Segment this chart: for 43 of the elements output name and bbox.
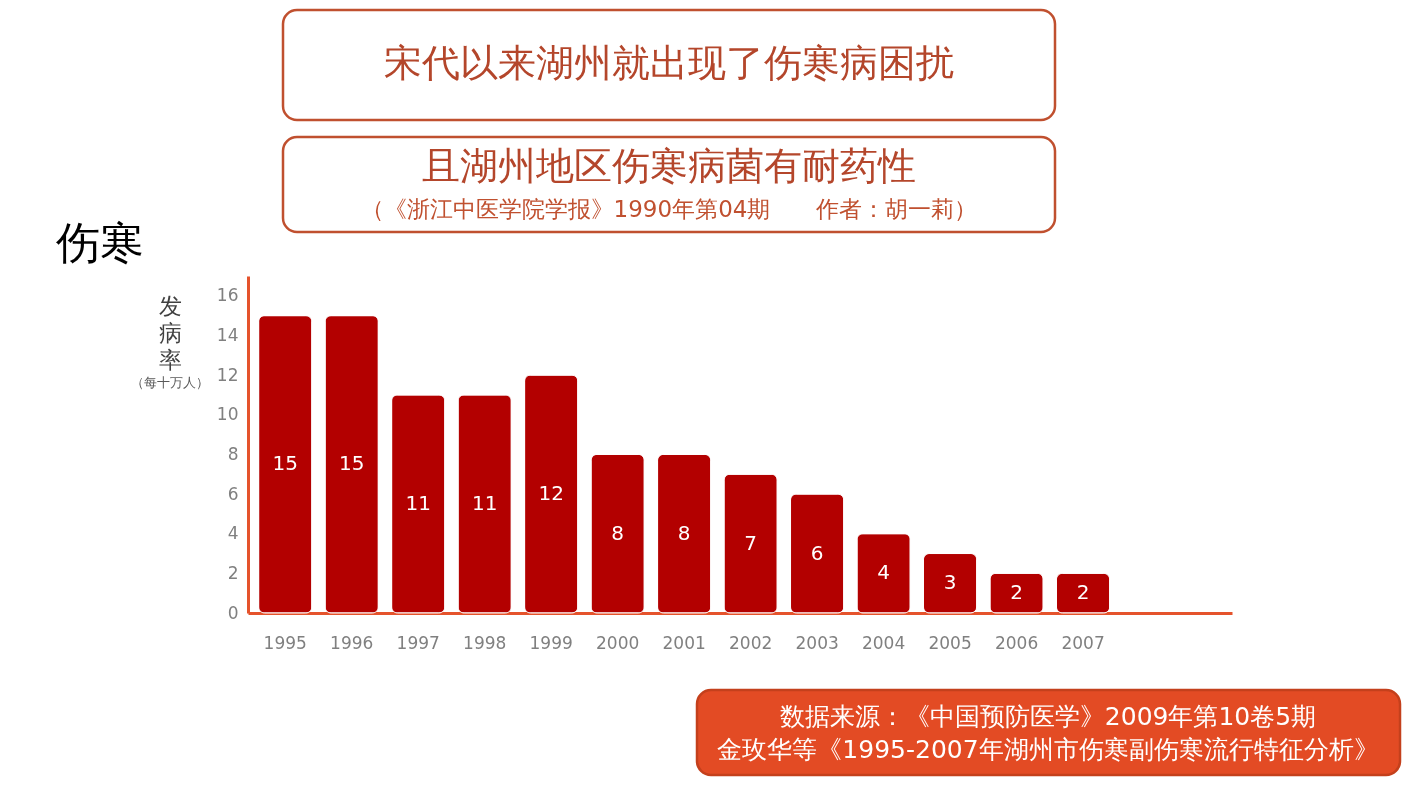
x-tick-label: 1998 (463, 632, 507, 653)
x-tick-label: 1996 (330, 632, 374, 653)
x-tick-label: 2005 (928, 632, 972, 653)
data-label: 15 (338, 451, 365, 476)
data-label: 8 (677, 520, 691, 545)
data-label: 15 (272, 451, 298, 476)
data-label: 4 (877, 560, 890, 585)
text: （每十万人） (131, 375, 209, 390)
y-tick-label: 14 (216, 324, 239, 345)
x-tick-label: 2000 (596, 632, 640, 653)
x-tick-label: 1997 (396, 632, 440, 653)
text: 金玫华等《1995-2007年湖州市伤寒副伤寒流行特征分析》 (717, 735, 1379, 764)
data-label: 6 (810, 540, 824, 565)
x-tick-label: 1999 (529, 632, 573, 653)
x-tick-label: 2001 (662, 632, 706, 653)
data-label: 12 (538, 481, 564, 506)
source-note: 数据来源：《中国预防医学》2009年第10卷5期 (779, 702, 1317, 731)
y-axis-title: 发病率 (158, 293, 182, 373)
y-tick-label: 8 (227, 443, 239, 464)
x-tick-label: 2004 (861, 632, 906, 653)
data-label: 2 (1010, 580, 1023, 605)
y-tick-label: 12 (216, 364, 239, 385)
y-tick-label: 0 (227, 602, 239, 623)
data-label: 7 (744, 530, 758, 555)
data-label: 11 (471, 490, 498, 515)
y-tick-label: 16 (216, 285, 239, 306)
x-tick-label: 2003 (795, 632, 839, 653)
y-tick-label: 10 (216, 404, 239, 425)
data-label: 2 (1076, 580, 1090, 605)
chart-subtitle: 且湖州地区伤寒病菌有耐药性 (422, 144, 916, 188)
y-tick-label: 4 (227, 523, 239, 544)
x-tick-label: 2007 (1061, 632, 1105, 653)
data-label: 3 (943, 570, 957, 595)
x-tick-label: 1995 (263, 632, 307, 653)
text: （《浙江中医学院学报》1990年第04期 作者：胡一莉） (360, 196, 978, 222)
chart-title: 宋代以来湖州就出现了伤寒病困扰 (384, 41, 954, 85)
data-label: 8 (611, 520, 625, 545)
x-tick-label: 2002 (729, 632, 773, 653)
x-tick-label: 2006 (994, 632, 1039, 653)
text: 伤寒 (56, 217, 144, 268)
data-label: 11 (405, 490, 431, 515)
y-tick-label: 6 (227, 483, 239, 504)
y-tick-label: 2 (227, 562, 239, 583)
